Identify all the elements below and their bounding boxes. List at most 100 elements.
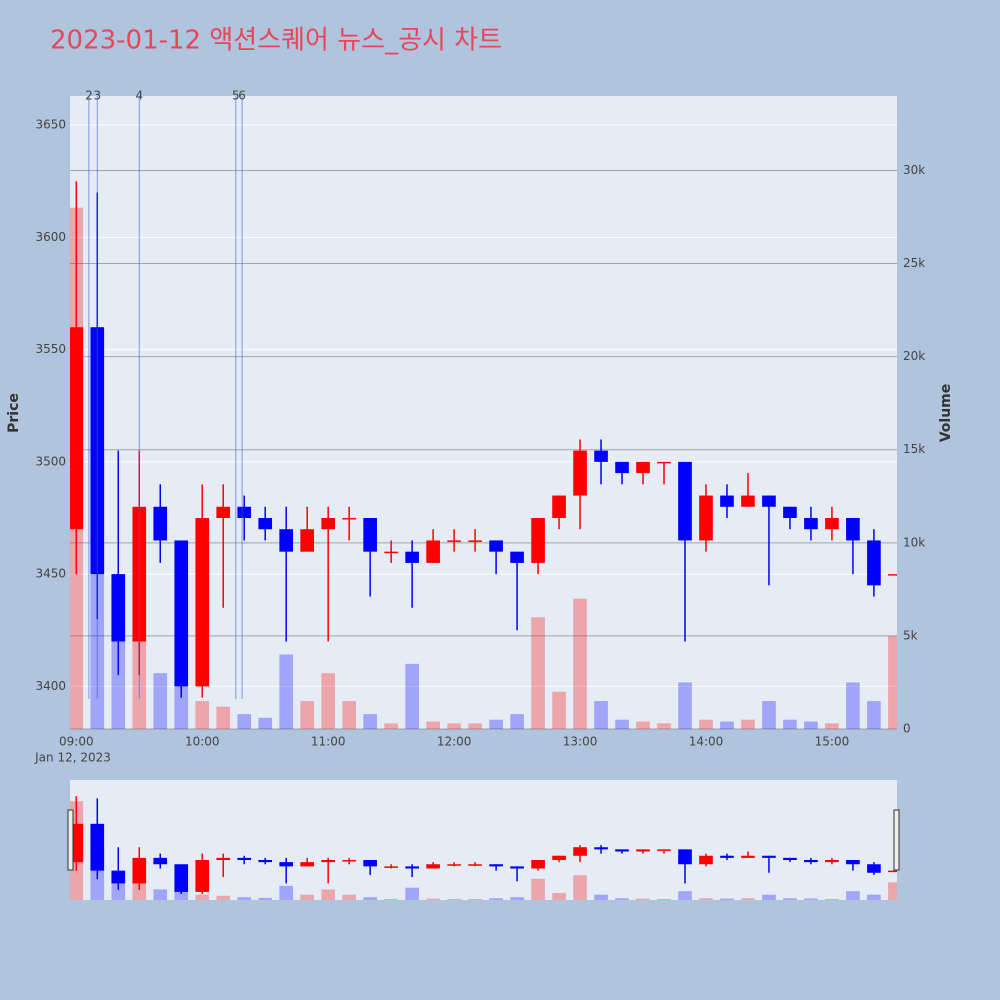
candle-body	[741, 855, 755, 858]
volume-bar	[468, 723, 482, 729]
volume-bar	[678, 682, 692, 729]
candle-body	[174, 864, 189, 892]
volume-bar	[384, 723, 398, 729]
candle-body	[720, 855, 734, 858]
volume-bar	[615, 898, 629, 900]
x-tick-label: 14:00	[689, 735, 724, 749]
candle-body	[531, 860, 545, 869]
volume-bar	[699, 719, 713, 729]
volume-bar	[720, 721, 734, 729]
candle-body	[678, 849, 692, 865]
plot-area	[70, 96, 897, 729]
candle-body	[195, 518, 210, 687]
volume-bar	[657, 898, 671, 900]
news-label: 6	[238, 89, 246, 103]
candle-body	[825, 860, 839, 863]
y2-tick-label: 15k	[903, 442, 925, 456]
candle-body	[468, 864, 482, 866]
y-tick-label: 3650	[35, 118, 66, 132]
news-label: 3	[93, 89, 101, 103]
volume-bar	[426, 898, 440, 900]
volume-bar	[867, 894, 881, 900]
volume-bar	[804, 721, 818, 729]
volume-bar	[825, 898, 839, 900]
candle-body	[573, 450, 587, 496]
candle-body	[552, 495, 566, 518]
range-slider[interactable]	[70, 780, 897, 900]
volume-bar	[636, 898, 650, 900]
volume-bar	[216, 706, 231, 729]
volume-bar	[762, 894, 776, 900]
volume-bar	[279, 654, 294, 729]
candle-body	[70, 327, 84, 530]
volume-bar	[846, 682, 860, 729]
candle-body	[468, 540, 482, 542]
candle-body	[825, 518, 839, 530]
range-handle-right[interactable]	[893, 809, 900, 871]
x-tick-label: 15:00	[815, 735, 850, 749]
candle-body	[279, 862, 294, 867]
candle-body	[300, 529, 315, 552]
volume-bar	[195, 701, 210, 729]
volume-bar	[258, 717, 273, 729]
volume-bar	[552, 691, 566, 729]
volume-bar	[321, 889, 335, 900]
candle-body	[321, 860, 335, 863]
volume-bar	[594, 894, 608, 900]
candle-body	[636, 849, 650, 852]
volume-bar	[804, 898, 818, 900]
range-handle-left[interactable]	[67, 809, 74, 871]
y-tick-label: 3500	[35, 454, 66, 468]
volume-bar	[489, 719, 503, 729]
volume-bar	[531, 878, 545, 900]
volume-bar	[510, 714, 524, 729]
volume-bar	[783, 898, 797, 900]
candle-body	[762, 495, 776, 507]
x-tick-label: 10:00	[185, 735, 220, 749]
volume-bar	[573, 598, 587, 729]
y-tick-label: 3400	[35, 679, 66, 693]
volume-bar	[174, 682, 189, 729]
volume-bar	[741, 898, 755, 900]
volume-bar	[888, 635, 897, 729]
candle-body	[321, 518, 335, 530]
candle-body	[363, 860, 377, 867]
candle-body	[447, 540, 461, 542]
candle-body	[615, 461, 629, 474]
volume-bar	[321, 673, 335, 729]
volume-bar	[825, 723, 839, 729]
news-label: 2	[85, 89, 93, 103]
y-tick-label: 3550	[35, 342, 66, 356]
candle-body	[762, 855, 776, 858]
x-tick-label: 12:00	[437, 735, 472, 749]
candle-body	[552, 855, 566, 860]
candle-body	[279, 529, 294, 552]
y2-tick-label: 30k	[903, 163, 925, 177]
x-tick-label: 13:00	[563, 735, 598, 749]
candle-body	[510, 551, 524, 563]
candle-body	[111, 870, 126, 884]
volume-bar	[657, 723, 671, 729]
y2-tick-label: 0	[903, 722, 911, 736]
volume-bar	[195, 894, 210, 900]
volume-bar	[552, 892, 566, 900]
candle-body	[342, 518, 356, 520]
candle-body	[573, 847, 587, 856]
volume-bar	[846, 891, 860, 900]
y2-axis-title: Volume	[938, 384, 954, 443]
candle-body	[405, 551, 419, 563]
candle-body	[657, 849, 671, 851]
volume-bar	[426, 721, 440, 729]
y-tick-label: 3450	[35, 567, 66, 581]
candle-body	[531, 518, 545, 563]
candle-body	[846, 518, 860, 541]
candle-body	[342, 860, 356, 862]
candle-body	[657, 461, 671, 464]
candle-body	[447, 864, 461, 866]
volume-bar	[405, 663, 419, 729]
volume-bar	[741, 719, 755, 729]
candle-body	[90, 823, 105, 871]
volume-bar	[237, 897, 252, 900]
candle-body	[720, 495, 734, 507]
candle-body	[258, 518, 273, 530]
